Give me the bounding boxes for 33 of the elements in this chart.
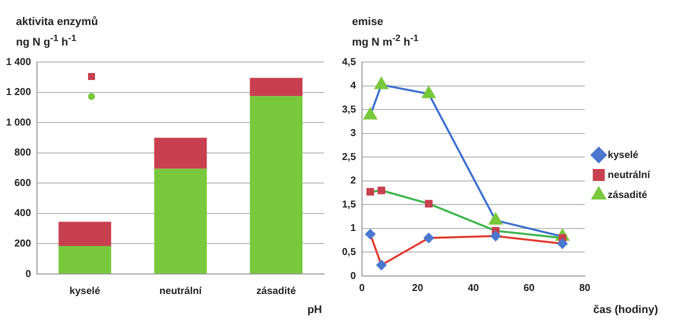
y-tick-label: 1 000 (6, 117, 32, 128)
y-tick-label: 1,5 (342, 199, 356, 210)
y-tick-label: 4 (350, 80, 356, 92)
x-axis-title: čas (hodiny) (593, 303, 658, 318)
x-tick-label: 20 (412, 282, 424, 294)
x-tick-label: 40 (468, 282, 480, 294)
y-tick-label: 600 (14, 178, 32, 189)
y-axis-title: aktivita enzymů ng N g$^{-1}$ h$^{-1}$ (16, 15, 98, 51)
y-tick-label: 200 (14, 238, 32, 250)
legend-label: zásadité (608, 190, 648, 201)
x-tick-label: neutrální (159, 286, 203, 297)
y-tick-label: 2 (350, 176, 356, 187)
y-tick-label: 1 200 (6, 87, 32, 98)
y-tick-label: 400 (14, 208, 32, 220)
x-tick-label: 80 (579, 282, 591, 294)
y-axis-title: emise mg N m$^{-2}$ h$^{-1}$ (352, 15, 418, 51)
x-axis-title: pH (307, 303, 322, 318)
legend-label: kyselé (608, 150, 639, 161)
x-tick-label: zásadité (256, 286, 296, 297)
y-tick-label: 3,5 (342, 104, 356, 116)
y-tick-label: 1 (350, 223, 356, 234)
y-tick-label: 0 (350, 270, 356, 282)
y-tick-label: 800 (14, 148, 32, 159)
y-tick-label: 4,5 (342, 56, 356, 68)
y-tick-label: 1 400 (6, 56, 32, 68)
x-tick-label: 60 (523, 282, 536, 294)
x-tick-label: kyselé (70, 286, 101, 297)
legend-label: neutrální (608, 170, 652, 181)
y-tick-label: 3 (350, 128, 356, 140)
y-tick-label: 0 (25, 268, 32, 280)
x-tick-label: 0 (359, 282, 366, 294)
y-tick-label: 2,5 (342, 152, 356, 163)
y-tick-label: 0,5 (342, 246, 356, 258)
